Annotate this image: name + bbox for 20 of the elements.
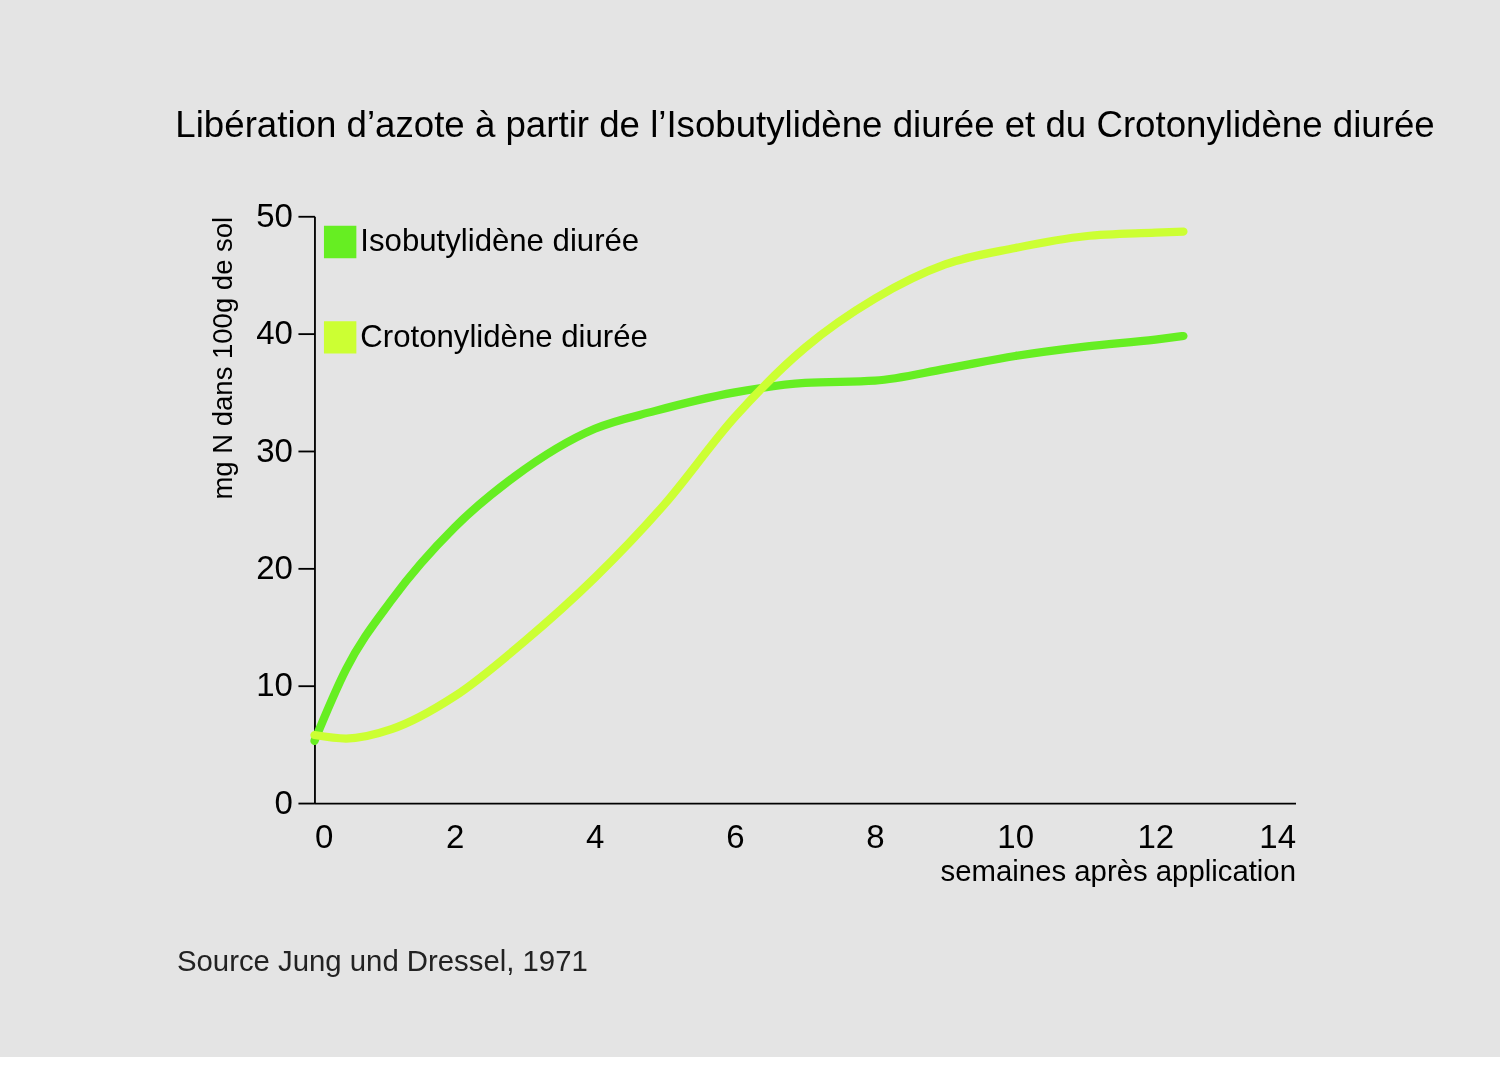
chart-title: Libération d’azote à partir de l’Isobutylidène diurée et du Crotonylidène diurée bbox=[175, 104, 1435, 146]
y-tick-label: 20 bbox=[256, 548, 293, 586]
legend-label: Crotonylidène diurée bbox=[360, 318, 648, 354]
source-note: Source Jung und Dressel, 1971 bbox=[176, 943, 588, 977]
y-tick-label: 40 bbox=[256, 314, 293, 352]
x-tick-label: 4 bbox=[586, 817, 605, 855]
x-tick-label: 6 bbox=[726, 817, 745, 855]
x-tick-label: 0 bbox=[314, 817, 334, 855]
x-tick-label: 10 bbox=[997, 817, 1035, 855]
x-tick-label: 14 bbox=[1259, 817, 1296, 855]
legend-label: Isobutylidène diurée bbox=[360, 223, 640, 259]
x-tick-label: 12 bbox=[1137, 817, 1175, 855]
y-tick-label: 0 bbox=[274, 783, 293, 821]
y-axis-title: mg N dans 100g de sol bbox=[207, 216, 239, 500]
x-tick-label: 2 bbox=[445, 817, 465, 855]
x-tick-label: 8 bbox=[866, 817, 885, 855]
y-tick-label: 10 bbox=[256, 666, 293, 704]
y-tick-label: 50 bbox=[256, 196, 293, 234]
y-tick-label: 30 bbox=[256, 431, 293, 469]
x-axis-title: semaines après application bbox=[940, 853, 1296, 887]
